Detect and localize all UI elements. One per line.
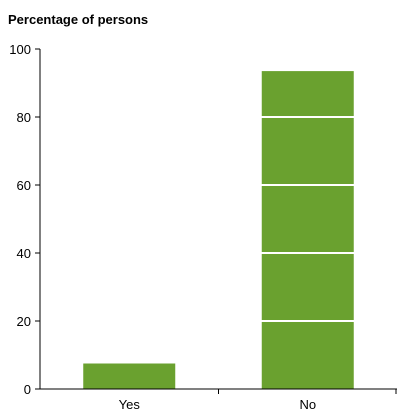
y-tick-label-100: 100 [9, 42, 31, 57]
bar-no [261, 71, 354, 389]
y-tick-label-80: 80 [17, 110, 31, 125]
y-tick-label-0: 0 [24, 382, 31, 397]
x-tick-label-no: No [299, 397, 316, 412]
bars-layer [83, 71, 354, 389]
bar-yes [83, 363, 176, 389]
chart-title: Percentage of persons [8, 12, 148, 27]
y-axis: 0 20 40 60 80 100 [9, 42, 41, 397]
x-axis: Yes No [35, 388, 397, 412]
y-tick-label-40: 40 [17, 246, 31, 261]
x-tick-label-yes: Yes [119, 397, 141, 412]
gridlines-layer [40, 116, 397, 322]
y-tick-label-60: 60 [17, 178, 31, 193]
y-tick-label-20: 20 [17, 314, 31, 329]
